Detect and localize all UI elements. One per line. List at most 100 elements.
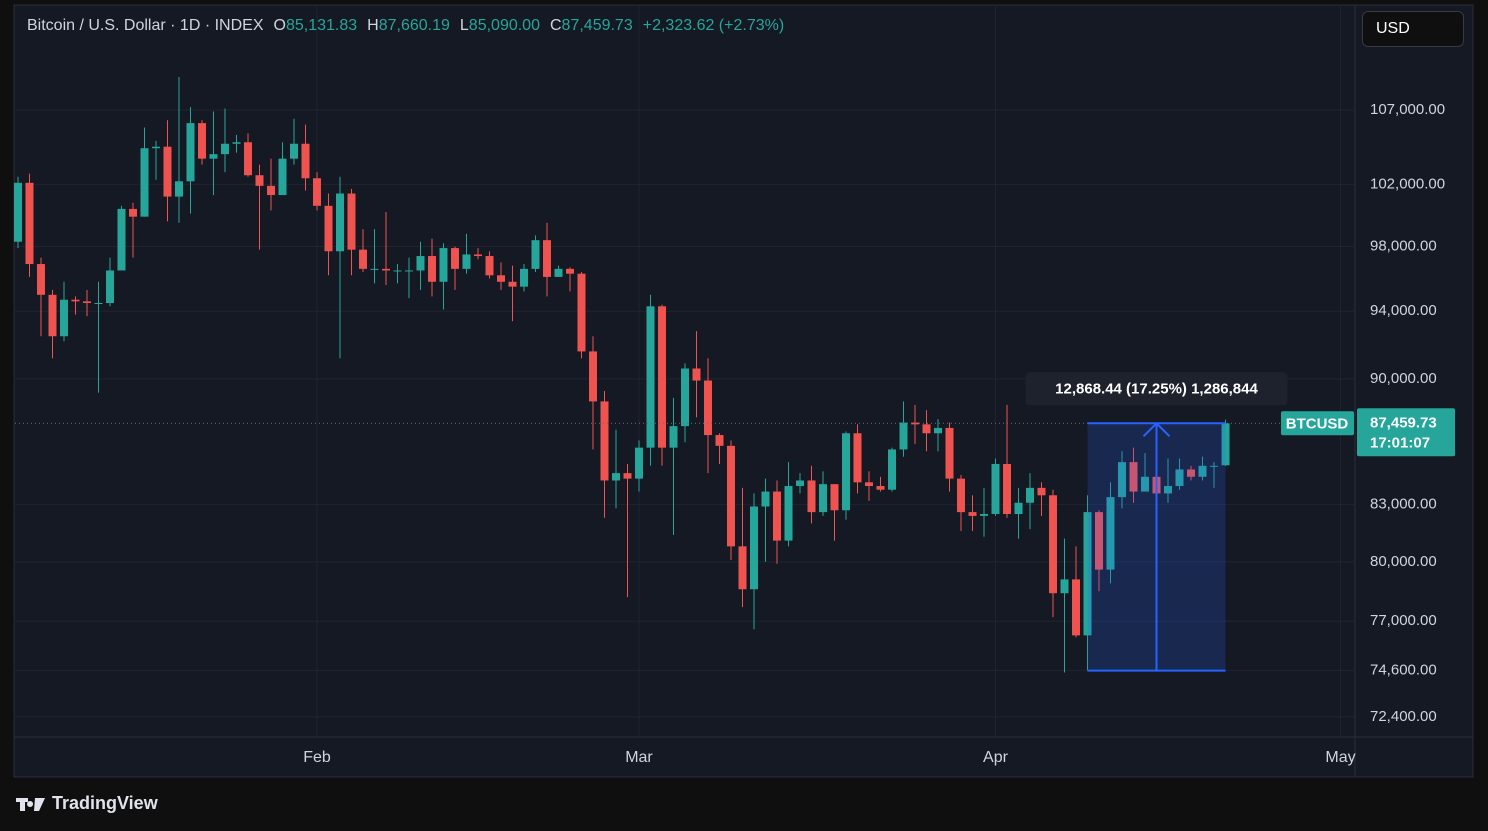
candle-body <box>1210 465 1219 467</box>
candle-body <box>1106 497 1115 570</box>
candle-body <box>358 249 367 269</box>
candle-body <box>1118 462 1127 498</box>
price-tag: 87,459.73 <box>1370 414 1437 431</box>
candle-body <box>1060 579 1069 594</box>
y-tick-label: 107,000.00 <box>1370 101 1445 118</box>
candle-body <box>117 208 126 271</box>
y-tick-label: 98,000.00 <box>1370 237 1437 254</box>
candle-body <box>1129 462 1138 492</box>
countdown: 17:01:07 <box>1370 434 1430 451</box>
currency-button[interactable]: USD <box>1362 11 1464 47</box>
candle-body <box>830 484 839 511</box>
candle-body <box>82 301 91 304</box>
field-value: 87,660.19 <box>378 17 450 34</box>
candle-body <box>934 427 943 434</box>
candle-body <box>669 426 678 448</box>
candle-body <box>232 142 241 144</box>
candle-body <box>646 306 655 448</box>
candle-body <box>623 473 632 479</box>
y-tick-label: 83,000.00 <box>1370 496 1437 513</box>
legend-header: Bitcoin / U.S. Dollar · 1D · INDEX O85,13… <box>27 17 784 35</box>
candle-body <box>819 484 828 513</box>
candle-body <box>853 433 862 483</box>
candle-body <box>393 270 402 272</box>
grid <box>15 5 1355 737</box>
x-tick-label: Apr <box>983 749 1009 766</box>
field-key: H <box>367 17 379 34</box>
candle-body <box>404 270 413 272</box>
candle-body <box>128 208 137 217</box>
x-tick-label: Mar <box>625 749 653 766</box>
y-tick-label: 72,400.00 <box>1370 708 1437 725</box>
candle-body <box>266 185 275 196</box>
candle-body <box>784 486 793 541</box>
candle-body <box>151 146 160 149</box>
y-tick-label: 74,600.00 <box>1370 661 1437 678</box>
candle-body <box>1014 502 1023 515</box>
candle-body <box>1037 487 1046 496</box>
candle-body <box>542 240 551 277</box>
candle-body <box>312 178 321 206</box>
symbol-tag-bg <box>1281 411 1354 436</box>
candle-body <box>1026 487 1035 503</box>
candle-body <box>588 351 597 402</box>
candle-body <box>163 146 172 197</box>
candle-body <box>485 256 494 276</box>
measure-arrow-head <box>1142 421 1171 438</box>
candle-body <box>48 294 57 337</box>
field-key: L <box>459 17 469 34</box>
candle-body <box>980 514 989 516</box>
candle-body <box>704 380 713 436</box>
candle-body <box>750 506 759 590</box>
candle-body <box>508 281 517 287</box>
candles <box>13 76 1230 673</box>
candle-body <box>1003 463 1012 515</box>
candle-body <box>876 486 885 490</box>
candle-body <box>715 435 724 446</box>
candle-body <box>59 299 68 337</box>
field-key: C <box>549 17 562 34</box>
candle-body <box>1083 512 1092 636</box>
candle-body <box>865 482 874 487</box>
candle-body <box>519 268 528 287</box>
candle-body <box>105 270 114 304</box>
field-value: 85,090.00 <box>468 17 540 34</box>
candle-body <box>1072 579 1081 636</box>
y-tick-label: 90,000.00 <box>1370 370 1437 387</box>
candle-body <box>888 449 897 490</box>
x-tick-label: May <box>1325 749 1355 766</box>
candle-body <box>957 478 966 513</box>
candle-body <box>727 445 736 547</box>
candle-body <box>450 248 459 269</box>
candle-body <box>611 473 620 481</box>
candle-body <box>692 368 701 381</box>
candle-body <box>634 447 643 479</box>
candle-body <box>842 433 851 511</box>
field-value: 87,459.73 <box>561 17 633 34</box>
candle-body <box>1049 495 1058 594</box>
brand-logo <box>16 797 45 811</box>
candle-body <box>807 480 816 513</box>
change: +2,323.62 (+2.73%) <box>642 17 785 34</box>
candle-body <box>381 268 390 271</box>
candle-body <box>681 368 689 427</box>
candle-body <box>36 264 45 295</box>
candle-body <box>945 427 954 479</box>
y-tick-label: 102,000.00 <box>1370 175 1445 192</box>
candle-body <box>1221 423 1230 466</box>
candle-body <box>922 424 931 434</box>
measure-label-bg <box>1025 372 1288 406</box>
candle-body <box>991 463 1000 515</box>
candle-body <box>968 512 977 516</box>
candle-body <box>462 254 471 269</box>
field-value: 85,131.83 <box>285 17 358 34</box>
candle-body <box>1141 476 1150 492</box>
candle-body <box>71 299 80 302</box>
candle-body <box>600 401 609 481</box>
candle-body <box>289 143 298 159</box>
symbol: Bitcoin / U.S. Dollar · 1D · INDEX <box>27 17 264 34</box>
candle-body <box>186 123 195 182</box>
candle-body <box>1095 512 1104 570</box>
